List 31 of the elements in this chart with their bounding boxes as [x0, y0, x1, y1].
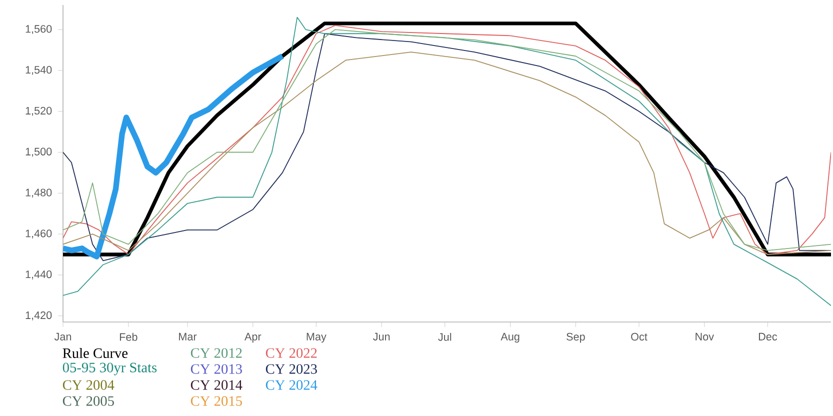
x-tick-label: Nov	[696, 332, 714, 340]
y-tick-label: 1,560	[26, 25, 52, 34]
y-tick-label: 1,440	[26, 270, 52, 280]
x-tick-label: Apr	[244, 332, 262, 343]
x-tick-label: Mar	[179, 332, 197, 340]
legend-label: CY 2004	[62, 380, 114, 390]
x-tick-label: Jun	[373, 332, 390, 340]
y-tick-label: 1,460	[26, 230, 52, 239]
x-tick-label: Dec	[758, 332, 778, 340]
legend-label: CY 2013	[190, 364, 242, 374]
text: CY 2023	[266, 364, 317, 374]
legend-label: 05-95 30yr Stats	[62, 362, 157, 376]
text: CY 2024	[266, 380, 318, 390]
x-tick-label: Jul	[438, 332, 452, 341]
x-tick-label: Aug	[500, 332, 520, 343]
y-tick-label: 1,500	[26, 148, 52, 157]
x-tick-label: Jan	[54, 332, 72, 340]
legend-label: CY 2014	[190, 380, 242, 390]
legend-label: CY 2012	[190, 348, 242, 358]
text: Rule Curve	[62, 348, 128, 358]
y-tick-label: 1,480	[26, 188, 52, 198]
y-tick-label: 1,420	[26, 311, 52, 320]
y-tick-label: 1,540	[26, 66, 52, 75]
legend-label: CY 2015	[190, 396, 242, 406]
y-tick-label: 1,520	[26, 106, 52, 116]
x-tick-label: Feb	[120, 332, 138, 341]
legend-label: CY 2005	[62, 396, 114, 406]
text: CY 2022	[266, 348, 317, 358]
x-tick-label: May	[306, 332, 326, 343]
x-tick-label: Sep	[566, 332, 585, 343]
x-tick-label: Oct	[631, 332, 648, 341]
